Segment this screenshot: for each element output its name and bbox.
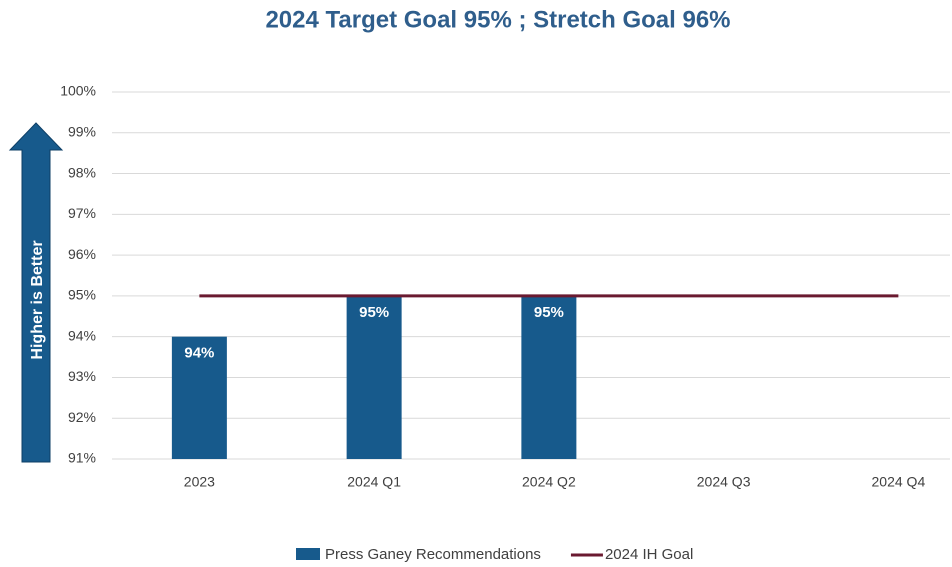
y-tick-label: 95% bbox=[68, 287, 96, 303]
bar bbox=[346, 295, 402, 459]
bar bbox=[521, 295, 577, 459]
y-tick-label: 96% bbox=[68, 246, 96, 262]
y-tick-label: 99% bbox=[68, 123, 96, 139]
x-tick-label: 2024 Q3 bbox=[697, 474, 751, 490]
data-label: 95% bbox=[534, 304, 564, 321]
y-tick-label: 100% bbox=[60, 83, 96, 99]
x-tick-label: 2023 bbox=[184, 474, 215, 490]
x-tick-label: 2024 Q1 bbox=[347, 474, 401, 490]
y-tick-label: 91% bbox=[68, 450, 96, 466]
data-label: 94% bbox=[184, 345, 214, 362]
x-tick-label: 2024 Q4 bbox=[872, 474, 926, 490]
chart-title: 2024 Target Goal 95% ; Stretch Goal 96% bbox=[265, 6, 730, 33]
y-tick-label: 94% bbox=[68, 327, 96, 343]
data-label: 95% bbox=[359, 304, 389, 321]
bar bbox=[171, 336, 227, 459]
y-tick-label: 93% bbox=[68, 368, 96, 384]
x-tick-label: 2024 Q2 bbox=[522, 474, 576, 490]
y-tick-label: 97% bbox=[68, 205, 96, 221]
legend-label: 2024 IH Goal bbox=[605, 546, 693, 563]
annotation: Higher is Better bbox=[29, 240, 46, 359]
arrow bbox=[8, 122, 64, 463]
y-tick-label: 98% bbox=[68, 164, 96, 180]
legend-swatch bbox=[296, 548, 320, 560]
legend-label: Press Ganey Recommendations bbox=[325, 546, 541, 563]
y-tick-label: 92% bbox=[68, 409, 96, 425]
